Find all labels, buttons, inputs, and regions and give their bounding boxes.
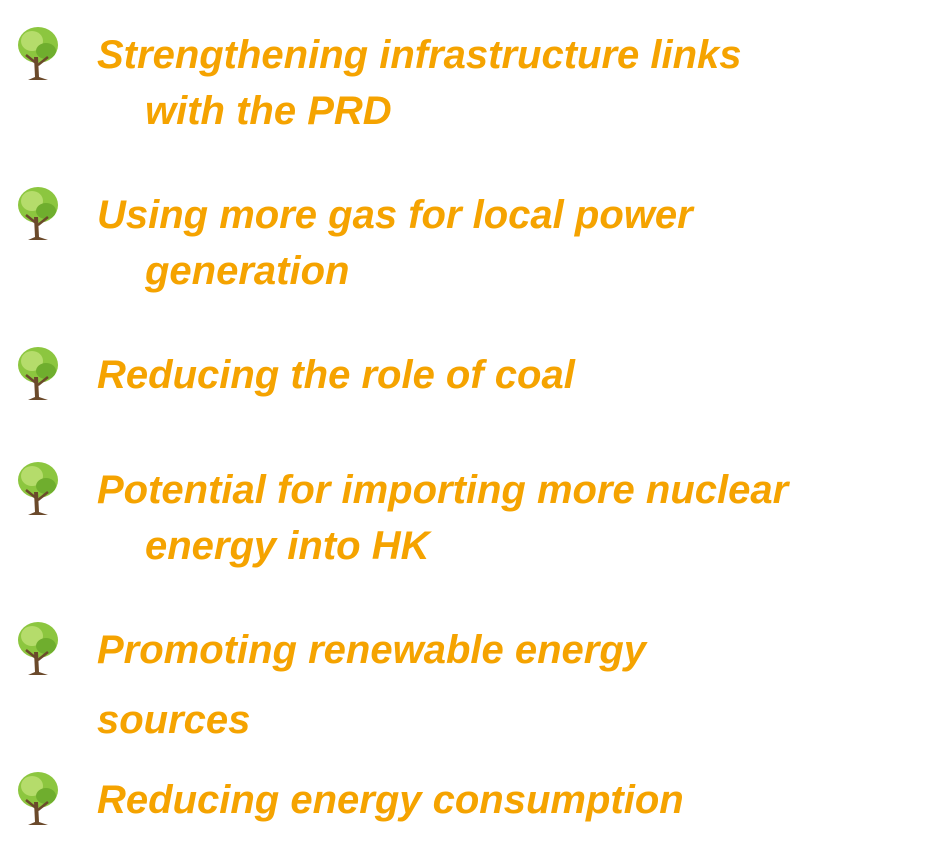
- bullet-text: Using more gas for local power: [97, 193, 693, 237]
- tree-bullet: [8, 768, 64, 830]
- bullet-text: Reducing the role of coal: [97, 353, 575, 397]
- bullet-text: Promoting renewable energy: [97, 628, 647, 672]
- tree-bullet: [8, 23, 64, 85]
- bullet-text: with the PRD: [145, 89, 392, 133]
- bullet-text: Strengthening infrastructure links: [97, 33, 742, 77]
- bullet-text: generation: [145, 249, 350, 293]
- tree-bullet: [8, 183, 64, 245]
- bullet-text: Reducing energy consumption: [97, 778, 684, 822]
- tree-bullet: [8, 458, 64, 520]
- bullet-text: sources: [97, 698, 251, 742]
- tree-bullet: [8, 343, 64, 405]
- bullet-text: energy into HK: [145, 524, 430, 568]
- tree-bullet: [8, 618, 64, 680]
- bullet-text: Potential for importing more nuclear: [97, 468, 789, 512]
